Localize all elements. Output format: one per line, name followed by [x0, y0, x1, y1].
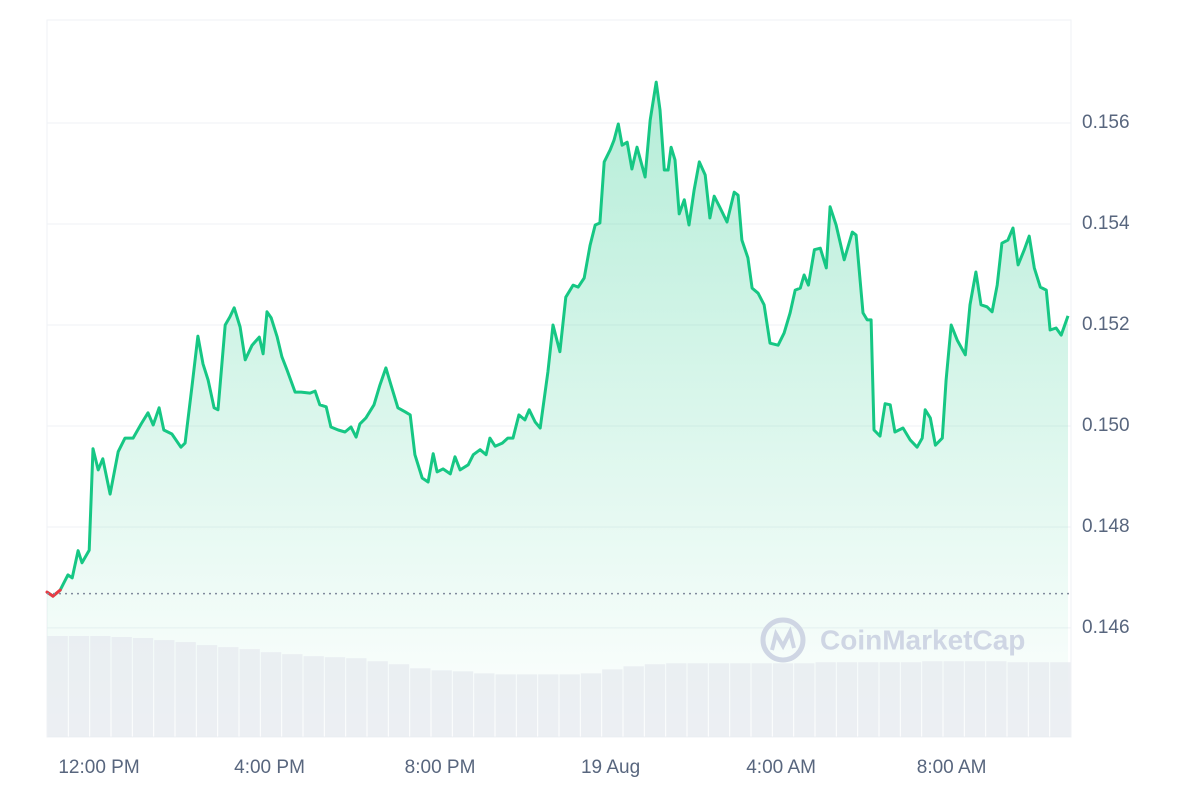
volume-bar [687, 663, 708, 737]
volume-bar [1050, 662, 1071, 737]
volume-layer [47, 636, 1071, 737]
x-tick-label: 8:00 PM [405, 757, 476, 778]
volume-bar [580, 673, 602, 737]
volume-bar [68, 636, 90, 737]
volume-bar [858, 662, 879, 737]
y-tick-label: 0.156 [1082, 112, 1130, 133]
volume-bar [367, 661, 388, 737]
y-tick-label: 0.146 [1082, 617, 1130, 638]
area-layer [47, 82, 1069, 738]
watermark-text: CoinMarketCap [820, 624, 1025, 655]
volume-bar [303, 656, 324, 737]
x-tick-label: 4:00 AM [746, 757, 816, 778]
volume-bar [794, 663, 815, 737]
volume-bar [559, 674, 580, 737]
volume-bar [836, 662, 858, 737]
volume-bar [175, 642, 196, 737]
y-tick-label: 0.150 [1082, 415, 1130, 436]
volume-bar [196, 645, 218, 737]
price-line [46, 80, 1070, 598]
volume-bar [324, 657, 346, 737]
below-open-segment [51, 588, 62, 598]
volume-bar [452, 671, 474, 737]
price-area [47, 82, 1069, 738]
volume-bar [538, 674, 559, 737]
y-tick-label: 0.148 [1082, 516, 1130, 537]
volume-bar [132, 638, 154, 737]
volume-bar [474, 673, 495, 737]
volume-bar [495, 674, 516, 737]
volume-bar [1028, 662, 1050, 737]
volume-bar [1007, 662, 1028, 737]
volume-bar [751, 663, 772, 737]
volume-bar [708, 663, 730, 737]
x-tick-label: 4:00 PM [234, 757, 305, 778]
volume-bar [815, 662, 836, 737]
volume-bar [644, 664, 666, 737]
volume-bar [90, 636, 111, 737]
volume-bar [879, 662, 900, 737]
volume-bar [47, 636, 68, 737]
volume-bar [282, 654, 303, 737]
volume-bar [602, 669, 623, 737]
watermark-logo-mark [770, 626, 796, 651]
volume-bar [346, 658, 367, 737]
volume-bar [900, 662, 922, 737]
volume-bar [730, 663, 751, 737]
volume-bar [666, 663, 687, 737]
volume-bar [516, 674, 538, 737]
y-tick-label: 0.152 [1082, 314, 1130, 335]
y-tick-label: 0.154 [1082, 213, 1130, 234]
x-tick-label: 12:00 PM [58, 757, 139, 778]
volume-bar [772, 663, 794, 737]
x-tick-label: 8:00 AM [917, 757, 987, 778]
volume-bar [260, 652, 282, 737]
watermark: CoinMarketCap [760, 617, 1025, 663]
volume-bar [964, 661, 986, 737]
line-layer [45, 80, 1071, 598]
volume-bar [218, 647, 239, 737]
label-layer: 0.146 0.148 0.150 0.152 0.154 0.156 12:00 PM 4:… [58, 112, 1130, 778]
volume-bar [111, 637, 132, 737]
watermark-logo [760, 617, 806, 663]
volume-bar [623, 666, 644, 737]
volume-bar [986, 661, 1007, 737]
volume-bar [943, 661, 964, 737]
volume-bar [154, 640, 175, 737]
volume-bar [431, 670, 452, 737]
x-tick-label: 19 Aug [581, 757, 640, 778]
volume-bar [410, 668, 431, 737]
volume-bar [922, 661, 943, 737]
volume-bar [239, 649, 260, 737]
volume-bar [388, 664, 410, 737]
